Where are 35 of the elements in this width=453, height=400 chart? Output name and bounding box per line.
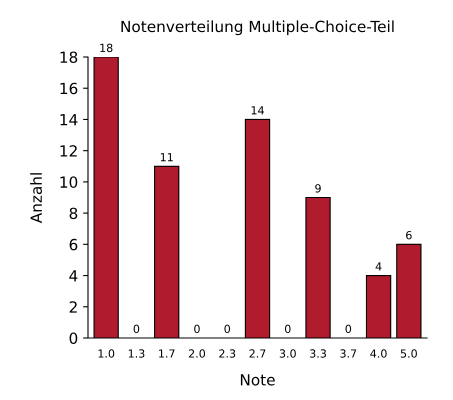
y-tick-label: 18: [60, 51, 78, 64]
x-tick-label: 3.0: [280, 349, 296, 358]
y-tick-label: 8: [70, 208, 78, 220]
x-tick-label: 3.7: [340, 349, 356, 358]
data-label: 0: [134, 324, 140, 334]
x-tick-label: 4.0: [370, 349, 387, 358]
y-tick-label: 6: [70, 238, 78, 250]
data-label: 9: [315, 184, 321, 193]
x-tick-label: 5.0: [400, 349, 417, 358]
chart-title: Notenverteilung Multiple-Choice-Teil: [121, 20, 394, 36]
y-tick-label: 14: [60, 114, 78, 126]
y-axis-title: Anzahl: [30, 173, 42, 224]
data-label: 0: [194, 324, 200, 334]
y-tick-label: 0: [70, 332, 78, 344]
y-tick-label: 4: [69, 270, 78, 282]
data-label: 0: [284, 324, 291, 334]
x-axis-title: Note: [240, 374, 275, 386]
data-label: 0: [224, 324, 230, 334]
data-label: 14: [252, 106, 264, 114]
data-label: 4: [376, 262, 382, 270]
y-tick-label: 12: [60, 145, 77, 156]
data-label: 11: [160, 153, 173, 162]
x-tick-label: 2.0: [188, 349, 206, 358]
data-label: 6: [406, 231, 412, 240]
x-tick-label: 2.7: [249, 349, 266, 358]
data-label: 18: [100, 44, 112, 52]
x-tick-label: 3.3: [310, 349, 326, 358]
y-tick-label: 2: [70, 301, 77, 313]
x-tick-label: 1.7: [159, 349, 175, 358]
y-tick-label: 16: [60, 82, 78, 94]
x-tick-label: 1.0: [98, 349, 114, 358]
data-label: 0: [346, 324, 352, 334]
y-tick-label: 10: [60, 176, 78, 188]
x-tick-label: 2.3: [219, 349, 236, 358]
x-tick-label: 1.3: [128, 349, 144, 358]
